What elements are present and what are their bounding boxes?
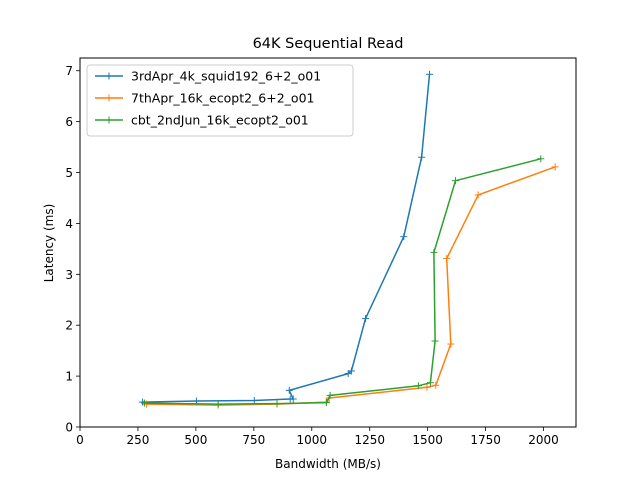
y-axis: 0 1 2 3 4 5 6 7: [65, 64, 80, 435]
data-point: [431, 337, 439, 345]
chart-title: 64K Sequential Read: [253, 36, 404, 52]
data-point: [426, 379, 434, 387]
series-line: [144, 158, 541, 405]
legend-item: 7thApr_16k_ecopt2_6+2_o01: [95, 91, 314, 106]
data-point: [432, 381, 440, 389]
data-point: [322, 399, 330, 407]
data-point: [447, 340, 455, 348]
legend-item: 3rdApr_4k_squid192_6+2_o01: [95, 69, 321, 84]
x-tick-label: 500: [184, 433, 207, 447]
y-tick-label: 0: [65, 421, 73, 435]
data-point: [451, 177, 459, 185]
y-tick-label: 7: [65, 64, 73, 78]
x-tick-label: 1500: [412, 433, 443, 447]
x-axis-label: Bandwidth (MB/s): [275, 457, 381, 471]
y-tick-label: 4: [65, 217, 73, 231]
data-point: [414, 382, 422, 390]
data-point: [273, 400, 281, 408]
data-point: [551, 163, 559, 171]
data-point: [537, 155, 545, 163]
data-point: [443, 255, 451, 263]
data-point: [289, 395, 297, 403]
data-point: [362, 315, 370, 323]
y-tick-label: 5: [65, 166, 73, 180]
legend-label: 3rdApr_4k_squid192_6+2_o01: [131, 69, 321, 84]
data-point: [400, 233, 408, 241]
data-point: [285, 386, 293, 394]
series-layer: [139, 70, 559, 409]
x-tick-label: 1750: [470, 433, 501, 447]
data-point: [426, 70, 434, 78]
data-point: [250, 397, 258, 405]
y-tick-label: 3: [65, 268, 73, 282]
data-point: [326, 391, 334, 399]
series-line: [142, 74, 431, 403]
x-tick-label: 250: [126, 433, 149, 447]
data-point: [423, 383, 431, 391]
x-tick-label: 2000: [528, 433, 559, 447]
data-point: [214, 400, 222, 408]
x-axis: 0 250 500 750 1000 1250 1500 1750 2000: [76, 427, 559, 447]
x-tick-label: 750: [242, 433, 265, 447]
series-line: [146, 166, 556, 406]
y-axis-label: Latency (ms): [42, 204, 56, 283]
x-tick-label: 1000: [297, 433, 328, 447]
x-tick-label: 1250: [354, 433, 385, 447]
legend-label: cbt_2ndJun_16k_ecopt2_o01: [131, 113, 309, 128]
plot-frame: [79, 57, 577, 428]
y-tick-label: 2: [65, 319, 73, 333]
legend-label: 7thApr_16k_ecopt2_6+2_o01: [131, 91, 314, 106]
y-tick-label: 1: [65, 370, 73, 384]
data-point: [474, 191, 482, 199]
data-point: [140, 399, 148, 407]
legend-item: cbt_2ndJun_16k_ecopt2_o01: [95, 113, 309, 128]
x-tick-label: 0: [76, 433, 84, 447]
series-1: [139, 70, 434, 406]
data-point: [430, 248, 438, 256]
y-tick-label: 6: [65, 115, 73, 129]
legend-box: [86, 64, 354, 137]
data-point: [418, 153, 426, 161]
data-point: [347, 367, 355, 375]
series-3: [140, 155, 545, 408]
legend: 3rdApr_4k_squid192_6+2_o01 7thApr_16k_eco…: [86, 64, 354, 137]
